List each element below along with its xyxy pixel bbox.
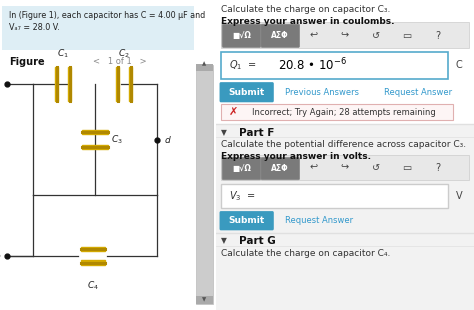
FancyBboxPatch shape [221,52,448,79]
Text: Express your answer in coulombs.: Express your answer in coulombs. [221,17,394,26]
FancyBboxPatch shape [261,157,300,180]
FancyBboxPatch shape [222,157,261,180]
Text: Calculate the charge on capacitor C₃.: Calculate the charge on capacitor C₃. [221,5,390,14]
Text: ▭: ▭ [402,163,411,173]
Text: Calculate the potential difference across capacitor C₃.: Calculate the potential difference acros… [221,140,466,149]
Text: Previous Answers: Previous Answers [285,87,359,97]
Bar [196,296,212,304]
Text: $C_3$: $C_3$ [110,133,122,146]
Bar [216,232,474,310]
Text: $d$: $d$ [164,134,171,145]
Text: In (Figure 1), each capacitor has C = 4.00 μF and: In (Figure 1), each capacitor has C = 4.… [9,11,205,20]
FancyBboxPatch shape [221,155,469,180]
Bar [196,65,212,304]
Text: Submit: Submit [228,87,265,97]
Text: $C_1$: $C_1$ [57,48,69,60]
FancyBboxPatch shape [221,184,448,208]
Text: ↺: ↺ [372,31,380,41]
Bar [196,64,212,71]
Text: ΑΣΦ: ΑΣΦ [272,164,289,173]
Text: ■√Ω: ■√Ω [232,164,251,173]
Text: ▲: ▲ [202,61,207,66]
FancyBboxPatch shape [221,104,453,120]
Text: Express your answer in volts.: Express your answer in volts. [221,152,371,161]
Text: ▼: ▼ [202,298,207,303]
Text: ▼: ▼ [221,128,227,137]
Text: Calculate the charge on capacitor C₄.: Calculate the charge on capacitor C₄. [221,249,390,258]
FancyBboxPatch shape [261,24,300,47]
Text: ↺: ↺ [372,163,380,173]
Polygon shape [117,67,119,101]
Text: ✗: ✗ [228,107,238,117]
Text: V: V [456,191,463,201]
Polygon shape [68,67,71,101]
Text: Part G: Part G [239,236,276,246]
Text: ?: ? [435,31,440,41]
Polygon shape [129,67,132,101]
Text: Part F: Part F [239,128,274,138]
Text: ▼: ▼ [221,236,227,245]
Text: ■√Ω: ■√Ω [232,31,251,40]
Text: Request Answer: Request Answer [383,87,452,97]
Polygon shape [82,145,108,149]
Text: <   1 of 1   >: < 1 of 1 > [93,57,147,66]
Polygon shape [81,247,105,251]
FancyBboxPatch shape [221,22,469,48]
Text: 20.8 • 10$^{-6}$: 20.8 • 10$^{-6}$ [278,57,346,74]
Polygon shape [55,67,58,101]
Text: ?: ? [435,163,440,173]
Text: ↪: ↪ [341,31,349,41]
Polygon shape [81,260,105,265]
FancyBboxPatch shape [222,24,261,47]
Text: ΑΣΦ: ΑΣΦ [272,31,289,40]
Text: ↪: ↪ [341,163,349,173]
Text: $C_2$: $C_2$ [118,48,130,60]
Text: Request Answer: Request Answer [285,216,354,225]
Text: $a$: $a$ [0,79,1,88]
Text: ↩: ↩ [310,163,318,173]
Text: Submit: Submit [228,216,265,225]
FancyBboxPatch shape [2,6,194,50]
Text: $V_3$  =: $V_3$ = [228,189,255,203]
Text: ▭: ▭ [402,31,411,41]
Text: $Q_1$  =: $Q_1$ = [228,59,256,72]
Text: $C_4$: $C_4$ [87,280,99,292]
Text: Incorrect; Try Again; 28 attempts remaining: Incorrect; Try Again; 28 attempts remain… [252,108,436,117]
FancyBboxPatch shape [219,82,274,102]
Text: Figure: Figure [9,57,45,67]
Text: ↩: ↩ [310,31,318,41]
Text: C: C [456,60,463,70]
FancyBboxPatch shape [219,211,274,230]
Text: $b$: $b$ [0,250,1,261]
Text: Vₐ₇ = 28.0 V.: Vₐ₇ = 28.0 V. [9,23,59,32]
Polygon shape [82,130,108,134]
Bar [216,124,474,310]
